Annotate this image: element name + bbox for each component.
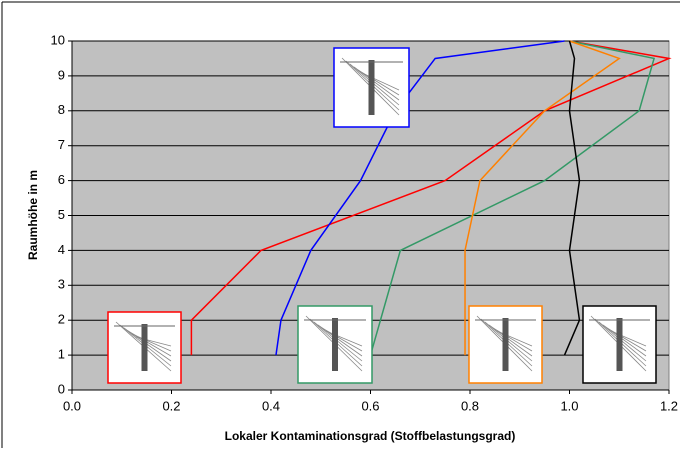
y-tick-label: 1 — [58, 347, 65, 362]
x-tick-label: 0.0 — [63, 398, 81, 413]
y-tick-label: 6 — [58, 172, 65, 187]
icon-sketch — [142, 324, 148, 371]
y-tick-label: 9 — [58, 67, 65, 82]
y-tick-label: 2 — [58, 312, 65, 327]
icon-sketch — [332, 318, 338, 371]
icon-sketch — [617, 318, 623, 371]
x-tick-label: 1.2 — [660, 398, 678, 413]
y-tick-label: 0 — [58, 381, 65, 396]
icon-sketch — [369, 60, 375, 115]
icon-sketch — [503, 318, 509, 371]
x-tick-label: 1.0 — [560, 398, 578, 413]
y-axis-label: Raumhöhe in m — [26, 170, 40, 260]
x-axis-label: Lokaler Kontaminationsgrad (Stoffbelastu… — [225, 429, 516, 443]
y-tick-label: 5 — [58, 207, 65, 222]
x-tick-label: 0.2 — [162, 398, 180, 413]
y-tick-label: 10 — [51, 32, 65, 47]
x-tick-label: 0.6 — [361, 398, 379, 413]
page: Raumhöhe in m Lokaler Kontaminationsgrad… — [0, 0, 682, 455]
x-tick-label: 0.8 — [461, 398, 479, 413]
x-tick-label: 0.4 — [262, 398, 280, 413]
y-tick-label: 7 — [58, 137, 65, 152]
y-tick-label: 8 — [58, 102, 65, 117]
y-tick-label: 3 — [58, 277, 65, 292]
y-tick-label: 4 — [58, 242, 65, 257]
chart: Raumhöhe in m Lokaler Kontaminationsgrad… — [0, 0, 682, 450]
